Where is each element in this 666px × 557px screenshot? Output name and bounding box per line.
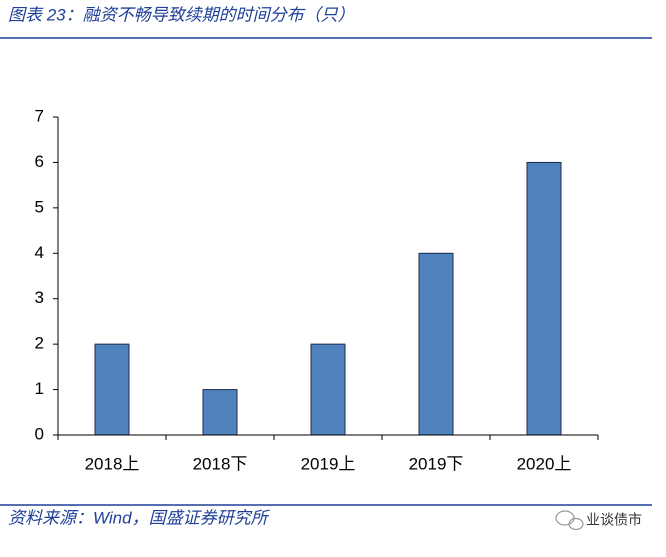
bar xyxy=(418,252,454,436)
watermark: 业谈债市 xyxy=(586,512,642,528)
x-tick-label: 2018下 xyxy=(193,454,248,473)
bar xyxy=(526,161,562,436)
y-tick-label: 7 xyxy=(35,106,44,125)
y-tick-label: 4 xyxy=(35,243,44,262)
x-tick-label: 2019上 xyxy=(301,454,356,473)
source-note: 资料来源：Wind，国盛证券研究所 xyxy=(8,508,271,527)
bar xyxy=(202,389,238,436)
y-tick-label: 0 xyxy=(35,424,44,443)
y-tick-label: 2 xyxy=(35,334,44,353)
x-tick-label: 2018上 xyxy=(85,454,140,473)
bar xyxy=(94,343,130,436)
y-tick-label: 6 xyxy=(35,152,44,171)
x-tick-label: 2019下 xyxy=(409,454,464,473)
y-tick-label: 5 xyxy=(35,197,44,216)
y-tick-label: 1 xyxy=(35,379,44,398)
x-tick-label: 2020上 xyxy=(517,454,572,473)
bar xyxy=(310,343,346,436)
y-tick-label: 3 xyxy=(35,288,44,307)
page-title: 图表 23：融资不畅导致续期的时间分布（只） xyxy=(8,5,355,24)
watermark-icon xyxy=(555,510,584,531)
